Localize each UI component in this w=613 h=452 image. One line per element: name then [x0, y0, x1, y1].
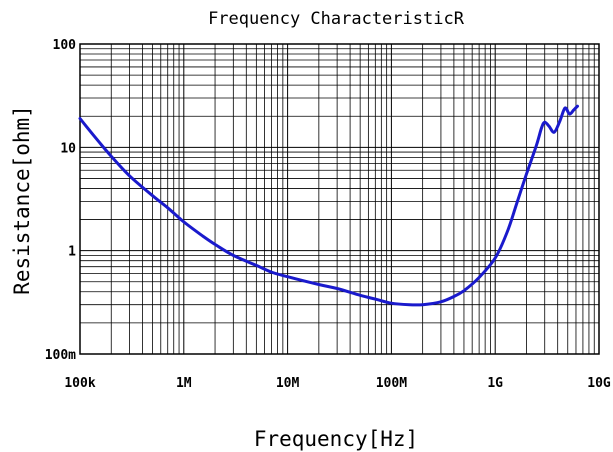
y-tick-label: 10	[60, 141, 76, 156]
y-tick-label: 100m	[45, 348, 76, 363]
y-tick-label: 1	[68, 245, 76, 260]
x-tick-label: 1G	[487, 376, 503, 391]
plot-frame	[79, 43, 600, 355]
resistance-curve	[78, 104, 579, 307]
y-tick-labels: 100 10 1 100m	[45, 38, 76, 363]
x-axis-label: Frequency[Hz]	[254, 427, 418, 451]
x-tick-label: 1M	[176, 376, 192, 391]
y-axis-label: Resistance[ohm]	[10, 105, 34, 295]
plot-grid	[79, 44, 599, 355]
y-tick-label: 100	[53, 38, 77, 53]
x-tick-labels: 100k 1M 10M 100M 1G 10G	[64, 376, 611, 391]
x-tick-label: 10M	[276, 376, 300, 391]
chart-title: Frequency CharacteristicR	[208, 9, 465, 29]
x-tick-label: 100k	[64, 376, 95, 391]
x-tick-label: 10G	[587, 376, 611, 391]
x-tick-label: 100M	[376, 376, 407, 391]
